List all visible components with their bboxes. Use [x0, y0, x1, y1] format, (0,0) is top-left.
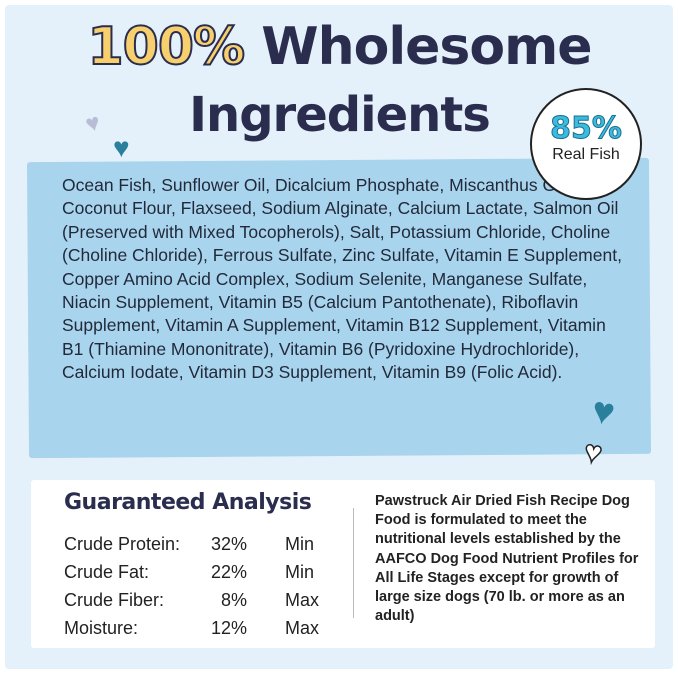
title-word: Wholesome	[261, 17, 592, 77]
title-percent: 100%	[86, 16, 246, 78]
nutrient-name: Moisture:	[64, 618, 139, 638]
nutrient-value: 22%	[211, 562, 248, 582]
aafco-note: Pawstruck Air Dried Fish Recipe Dog Food…	[375, 493, 639, 625]
nutrient-name: Crude Fat:	[64, 562, 150, 582]
nutrient-value: 12%	[211, 618, 248, 638]
divider	[353, 508, 354, 618]
guaranteed-analysis-box: Guaranteed Analysis Crude Protein: 32% Min…	[31, 480, 655, 648]
nutrient-qualifier: Min	[285, 534, 315, 554]
nutrient-qualifier: Max	[285, 618, 320, 638]
analysis-heading: Guaranteed Analysis	[64, 490, 312, 515]
nutrient-qualifier: Min	[285, 562, 315, 582]
nutrient-name: Crude Fiber:	[64, 590, 165, 610]
title-line-2: Ingredients	[189, 87, 491, 143]
nutrient-value: 8%	[221, 590, 248, 610]
heart-icon: ♥	[113, 132, 130, 163]
nutrient-name: Crude Protein:	[64, 534, 181, 554]
real-fish-badge: 85% Real Fish	[530, 88, 642, 200]
nutrient-value: 32%	[211, 534, 248, 554]
title-line-1: 100% Wholesome	[0, 14, 679, 80]
badge-value: 85%	[550, 111, 623, 146]
ingredients-text: Ocean Fish, Sunflower Oil, Dicalcium Pho…	[62, 175, 622, 383]
badge-label: Real Fish	[552, 146, 620, 163]
nutrient-qualifier: Max	[285, 590, 320, 610]
